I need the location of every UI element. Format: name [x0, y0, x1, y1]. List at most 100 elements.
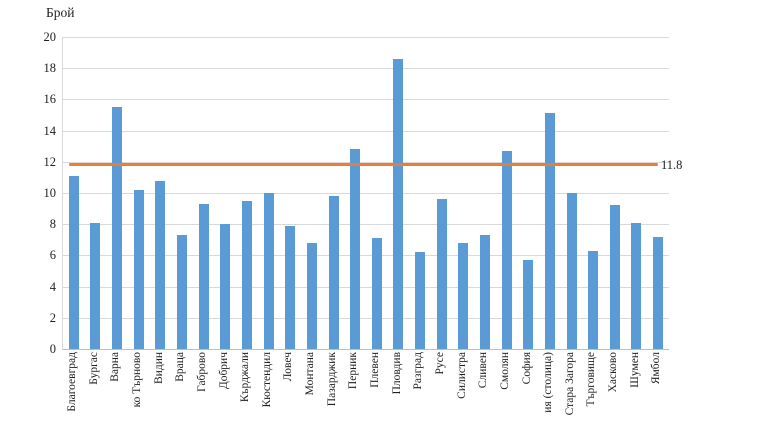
bar-column	[171, 37, 193, 349]
bar-column	[388, 37, 410, 349]
x-tick-label: Ямбол	[650, 352, 663, 385]
gridline	[63, 37, 669, 38]
y-tick-label: 6	[49, 248, 56, 263]
bar-16	[393, 58, 404, 349]
y-tick-label: 0	[49, 342, 56, 356]
y-tick-label: 20	[43, 30, 57, 44]
bar-24	[566, 193, 577, 349]
bar-3	[112, 107, 123, 349]
x-tick-label: ко Търново	[130, 352, 143, 408]
bar-column	[582, 37, 604, 349]
bar-column	[214, 37, 236, 349]
bar-column	[63, 37, 85, 349]
y-tick-label: 2	[49, 310, 56, 325]
bar-22	[523, 260, 534, 349]
bar-column	[279, 37, 301, 349]
y-tick-label: 8	[49, 217, 56, 232]
bar-28	[653, 236, 664, 349]
bar-column	[85, 37, 107, 349]
x-tick-label: Търговище	[585, 352, 598, 407]
x-tick-label: Бургас	[87, 352, 100, 385]
gridline	[63, 193, 669, 194]
y-tick-label: 18	[43, 61, 57, 76]
x-tick-label: Благоевград	[66, 352, 79, 412]
bar-26	[609, 205, 620, 349]
reference-line	[69, 163, 658, 166]
gridline	[63, 317, 669, 319]
bar-25	[588, 250, 599, 349]
x-tick-label: Силистра	[455, 352, 468, 399]
bar-column	[106, 37, 128, 349]
bar-6	[177, 235, 188, 349]
bar-column	[561, 37, 583, 349]
bar-column	[409, 37, 431, 349]
bar-12	[306, 242, 317, 349]
bar-10	[263, 193, 274, 349]
bar-27	[631, 222, 642, 349]
x-tick-label: Хасково	[607, 352, 620, 393]
bar-23	[544, 113, 555, 349]
x-tick-label: Перник	[347, 352, 360, 390]
bar-column	[150, 37, 172, 349]
bar-15	[371, 238, 382, 349]
bar-column	[474, 37, 496, 349]
bar-14	[350, 149, 361, 349]
y-axis-labels: 0 2 4 6 8 10 12 14 16 18 20	[0, 0, 57, 432]
bar-13	[328, 196, 339, 349]
bar-column	[366, 37, 388, 349]
bar-column	[301, 37, 323, 349]
gridline	[63, 224, 669, 226]
gridline	[63, 68, 669, 70]
x-tick-label: Пазарджик	[325, 352, 338, 407]
bar-20	[479, 235, 490, 349]
x-tick-label: Плевен	[369, 352, 382, 388]
x-tick-label: София	[520, 352, 533, 385]
bar-column	[128, 37, 150, 349]
bar-7	[198, 203, 209, 349]
bar-17	[415, 252, 426, 349]
x-tick-label: Варна	[109, 352, 122, 382]
x-tick-label: ия (столица)	[542, 352, 555, 413]
bar-19	[458, 242, 469, 349]
x-tick-label: Шумен	[628, 352, 641, 388]
plot-area	[62, 37, 669, 350]
x-tick-label: Кюстендил	[260, 352, 273, 408]
y-tick-label: 16	[43, 92, 57, 107]
x-tick-label: Пловдив	[390, 352, 403, 395]
x-tick-label: Видин	[152, 352, 165, 384]
bar-11	[285, 225, 296, 349]
bar-column	[517, 37, 539, 349]
bar-2	[90, 222, 101, 349]
x-tick-label: Разград	[412, 352, 425, 390]
reference-line-label: 11.8	[661, 158, 683, 172]
bar-1	[68, 175, 79, 349]
bar-8	[220, 224, 231, 349]
y-tick-label: 12	[43, 154, 57, 169]
x-tick-label: Кърджали	[239, 352, 252, 403]
chart-title: Брой	[46, 5, 75, 20]
x-tick-label: Ловеч	[282, 352, 295, 382]
bar-column	[496, 37, 518, 349]
bar-column	[258, 37, 280, 349]
gridline	[63, 255, 669, 257]
bar-column	[431, 37, 453, 349]
y-tick-label: 4	[49, 279, 56, 294]
x-tick-label: Русе	[433, 352, 446, 375]
bar-column	[323, 37, 345, 349]
bar-18	[436, 199, 447, 349]
x-tick-label: Враца	[174, 352, 187, 382]
bars-group	[63, 37, 669, 349]
x-axis-labels: Благоевград Бургас Варна ко Търново Видин Вра…	[62, 352, 668, 432]
bar-5	[155, 180, 166, 349]
bar-21	[501, 150, 512, 349]
x-tick-label: Сливен	[477, 352, 490, 389]
bar-column	[604, 37, 626, 349]
bar-column	[626, 37, 648, 349]
x-tick-label: Смолян	[498, 352, 511, 390]
x-tick-label: Добрич	[217, 352, 230, 390]
gridline	[63, 286, 669, 288]
bar-column	[647, 37, 669, 349]
x-tick-label: Стара Загора	[563, 352, 576, 416]
gridline	[63, 99, 669, 101]
